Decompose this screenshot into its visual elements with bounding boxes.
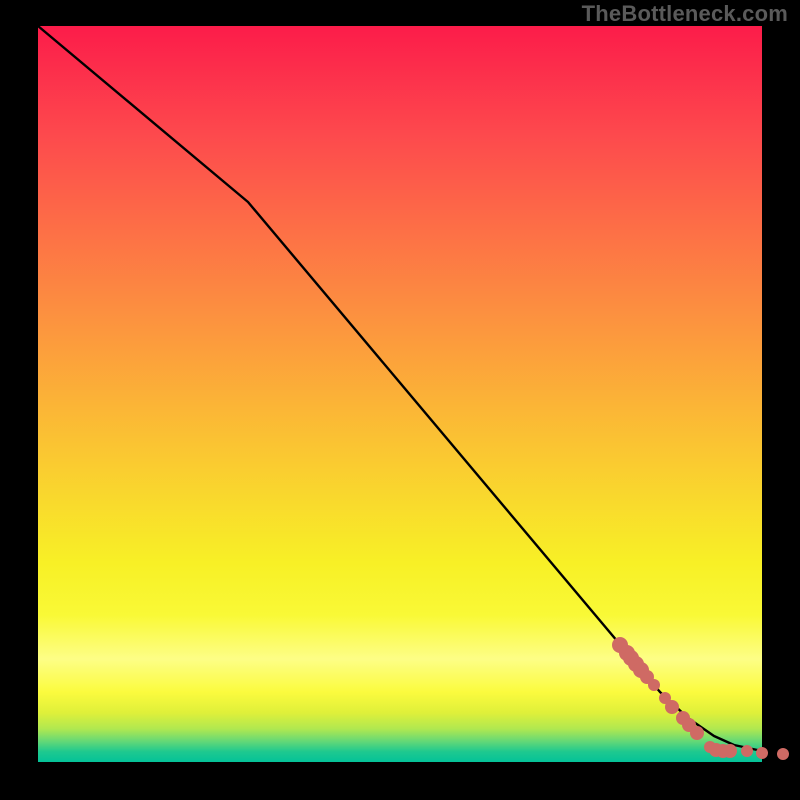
watermark-text: TheBottleneck.com	[582, 1, 788, 27]
data-marker	[777, 748, 789, 760]
data-marker	[648, 679, 660, 691]
data-marker	[741, 745, 753, 757]
bottleneck-chart	[0, 0, 800, 800]
data-marker	[690, 726, 704, 740]
data-marker	[756, 747, 768, 759]
data-marker	[723, 744, 737, 758]
plot-background	[38, 26, 762, 762]
data-marker	[665, 700, 679, 714]
